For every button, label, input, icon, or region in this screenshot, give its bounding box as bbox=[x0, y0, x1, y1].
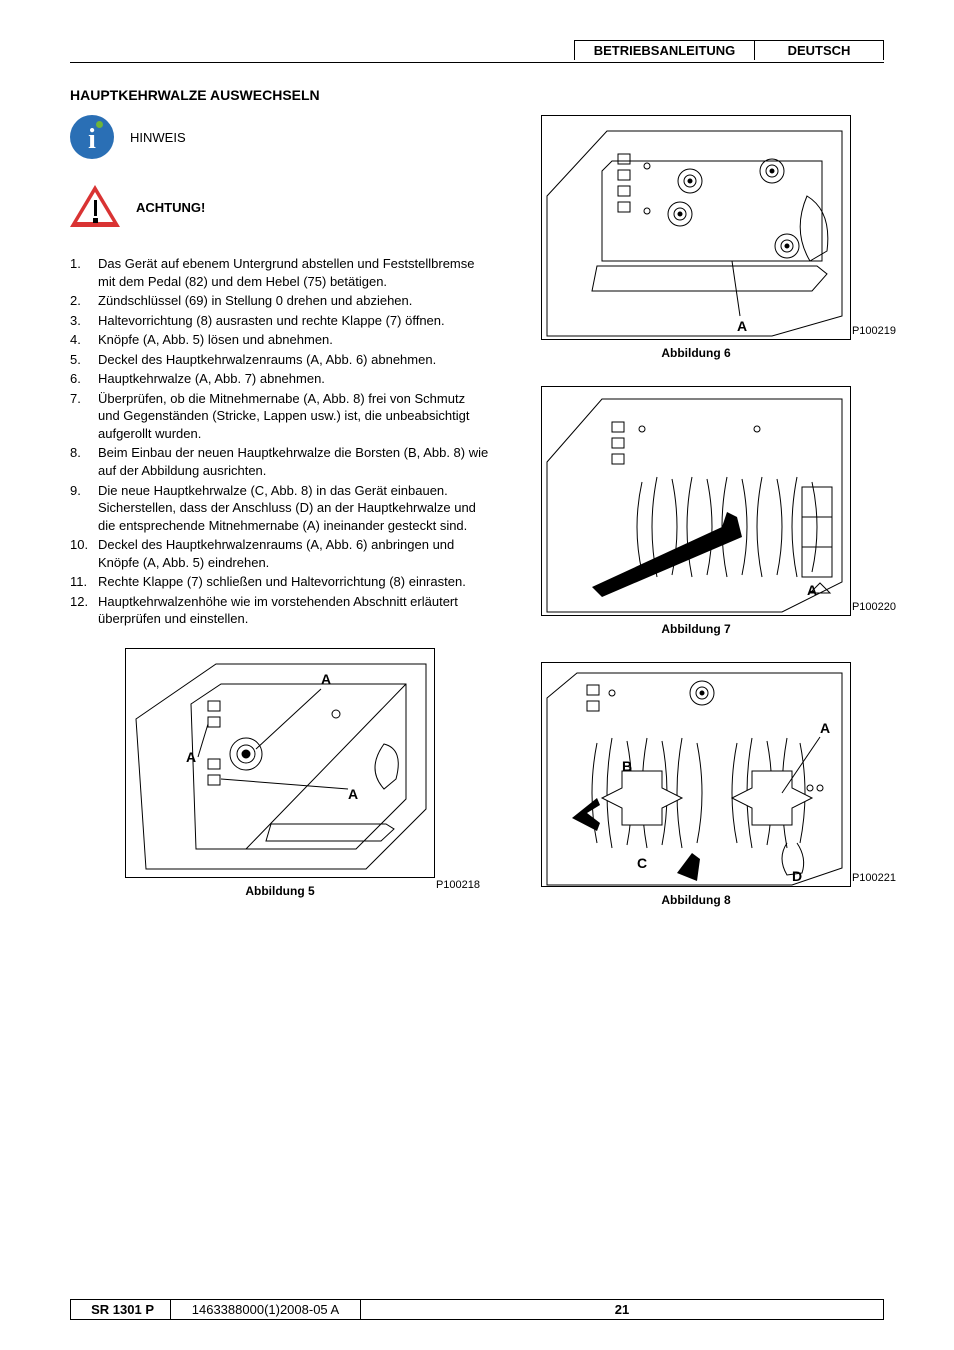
achtung-label: ACHTUNG! bbox=[136, 200, 205, 215]
step-text: Rechte Klappe (7) schließen und Haltevor… bbox=[98, 573, 490, 591]
header-doctype: BETRIEBSANLEITUNG bbox=[574, 40, 754, 60]
step-num: 1. bbox=[70, 255, 98, 290]
hinweis-label: HINWEIS bbox=[130, 130, 186, 145]
step-text: Hauptkehrwalzenhöhe wie im vorstehenden … bbox=[98, 593, 490, 628]
figure-6: A P100219 Abbildung 6 bbox=[508, 115, 884, 360]
step-num: 5. bbox=[70, 351, 98, 369]
callout-a: A bbox=[807, 582, 817, 598]
figure-6-code: P100219 bbox=[852, 325, 896, 337]
figure-5-svg: A A A bbox=[126, 649, 436, 879]
step-text: Zündschlüssel (69) in Stellung 0 drehen … bbox=[98, 292, 490, 310]
footer-model: SR 1301 P bbox=[70, 1300, 170, 1320]
arrow-icon bbox=[592, 512, 742, 597]
figure-5: A A A P100218 Abbildung 5 bbox=[70, 648, 490, 898]
step-text: Das Gerät auf ebenem Untergrund abstelle… bbox=[98, 255, 490, 290]
step-text: Die neue Hauptkehrwalze (C, Abb. 8) in d… bbox=[98, 482, 490, 535]
hinweis-row: HINWEIS bbox=[70, 115, 490, 159]
callout-d: D bbox=[792, 868, 802, 884]
step-text: Deckel des Hauptkehrwalzenraums (A, Abb.… bbox=[98, 536, 490, 571]
step-text: Haltevorrichtung (8) ausrasten und recht… bbox=[98, 312, 490, 330]
footer: SR 1301 P 1463388000(1)2008-05 A 21 bbox=[70, 1299, 884, 1320]
step-text: Deckel des Hauptkehrwalzenraums (A, Abb.… bbox=[98, 351, 490, 369]
step-num: 12. bbox=[70, 593, 98, 628]
figure-5-label: Abbildung 5 bbox=[245, 884, 314, 898]
arrow-icon bbox=[677, 853, 700, 881]
step-text: Hauptkehrwalze (A, Abb. 7) abnehmen. bbox=[98, 370, 490, 388]
callout-a: A bbox=[737, 318, 747, 334]
header-language: DEUTSCH bbox=[754, 40, 884, 60]
figure-8-label: Abbildung 8 bbox=[661, 893, 730, 907]
step-num: 8. bbox=[70, 444, 98, 479]
footer-doc: 1463388000(1)2008-05 A bbox=[170, 1300, 360, 1320]
step-num: 6. bbox=[70, 370, 98, 388]
step-text: Beim Einbau der neuen Hauptkehrwalze die… bbox=[98, 444, 490, 479]
figure-6-svg: A bbox=[542, 116, 852, 341]
step-num: 11. bbox=[70, 573, 98, 591]
achtung-row: ACHTUNG! bbox=[70, 185, 490, 229]
steps-list: 1.Das Gerät auf ebenem Untergrund abstel… bbox=[70, 255, 490, 628]
callout-a: A bbox=[348, 786, 358, 802]
step-num: 10. bbox=[70, 536, 98, 571]
step-num: 2. bbox=[70, 292, 98, 310]
callout-c: C bbox=[637, 855, 647, 871]
info-icon bbox=[70, 115, 114, 159]
callout-a: A bbox=[321, 671, 331, 687]
figure-7: A P100220 Abbildung 7 bbox=[508, 386, 884, 636]
step-num: 9. bbox=[70, 482, 98, 535]
step-text: Knöpfe (A, Abb. 5) lösen und abnehmen. bbox=[98, 331, 490, 349]
header: BETRIEBSANLEITUNG DEUTSCH bbox=[70, 40, 884, 63]
callout-a: A bbox=[820, 720, 830, 736]
figure-7-code: P100220 bbox=[852, 601, 896, 613]
figure-8-code: P100221 bbox=[852, 872, 896, 884]
footer-page: 21 bbox=[360, 1300, 884, 1320]
step-num: 3. bbox=[70, 312, 98, 330]
step-text: Überprüfen, ob die Mitnehmernabe (A, Abb… bbox=[98, 390, 490, 443]
step-num: 4. bbox=[70, 331, 98, 349]
arrow-icon bbox=[572, 798, 600, 831]
figure-8-svg: A B C D bbox=[542, 663, 852, 888]
figure-8: A B C D P100221 Abbildung 8 bbox=[508, 662, 884, 907]
figure-7-svg: A bbox=[542, 387, 852, 617]
step-num: 7. bbox=[70, 390, 98, 443]
warning-icon bbox=[70, 185, 120, 229]
figure-5-code: P100218 bbox=[436, 879, 480, 891]
section-title: HAUPTKEHRWALZE AUSWECHSELN bbox=[70, 87, 884, 103]
figure-7-label: Abbildung 7 bbox=[661, 622, 730, 636]
callout-a: A bbox=[186, 749, 196, 765]
callout-b: B bbox=[622, 758, 632, 774]
figure-6-label: Abbildung 6 bbox=[661, 346, 730, 360]
